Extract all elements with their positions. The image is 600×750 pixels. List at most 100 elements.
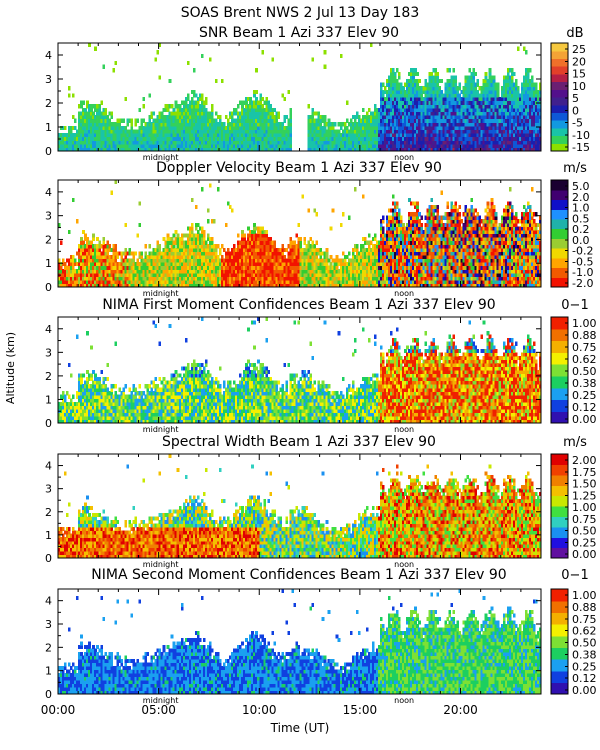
heatmap-cell <box>210 219 214 224</box>
heatmap-cell <box>418 79 421 84</box>
heatmap-cell <box>454 107 458 112</box>
heatmap-cell <box>462 140 466 145</box>
heatmap-cell <box>534 125 538 130</box>
heatmap-cell <box>208 272 212 277</box>
heatmap-cell <box>198 244 202 249</box>
heatmap-cell <box>315 276 319 281</box>
heatmap-cell <box>134 269 138 274</box>
heatmap-cell <box>462 143 466 148</box>
heatmap-cell <box>331 122 335 127</box>
heatmap-cell <box>359 122 363 127</box>
heatmap-cell <box>108 125 111 130</box>
heatmap-cell <box>196 233 200 238</box>
heatmap-cell <box>382 122 385 127</box>
heatmap-cell <box>476 129 480 134</box>
heatmap-cell <box>110 279 113 285</box>
heatmap-cell <box>225 254 228 260</box>
heatmap-cell <box>412 75 415 80</box>
heatmap-cell <box>257 279 260 285</box>
heatmap-cell <box>208 111 212 116</box>
heatmap-cell <box>406 129 409 134</box>
heatmap-cell <box>128 283 132 288</box>
heatmap-cell <box>382 115 385 120</box>
heatmap-cell <box>432 107 435 112</box>
heatmap-cell <box>424 111 427 116</box>
heatmap-cell <box>394 122 397 127</box>
colorbar-tick-label: 25 <box>572 43 586 56</box>
heatmap-cell <box>428 118 431 123</box>
heatmap-cell <box>319 118 323 123</box>
heatmap-cell <box>380 82 383 87</box>
heatmap-cell <box>80 283 83 288</box>
heatmap-cell <box>446 107 450 112</box>
heatmap-cell <box>118 272 121 277</box>
heatmap-cell <box>208 140 212 145</box>
heatmap-cell <box>470 111 474 116</box>
heatmap-cell <box>176 269 180 274</box>
heatmap-cell <box>470 93 474 98</box>
heatmap-cell <box>313 125 317 130</box>
heatmap-cell <box>60 140 63 145</box>
heatmap-cell <box>528 107 532 112</box>
heatmap-cell <box>152 247 156 252</box>
heatmap-cell <box>166 129 170 134</box>
heatmap-cell <box>434 68 437 73</box>
heatmap-cell <box>206 244 210 249</box>
heatmap-cell <box>184 122 188 127</box>
heatmap-cell <box>247 272 250 277</box>
heatmap-cell <box>456 143 460 148</box>
heatmap-cell <box>450 89 454 94</box>
heatmap-cell <box>386 133 389 138</box>
heatmap-cell <box>273 133 276 138</box>
heatmap-cell <box>172 140 176 145</box>
heatmap-cell <box>388 104 391 109</box>
heatmap-cell <box>337 143 341 148</box>
heatmap-cell <box>299 244 303 249</box>
heatmap-cell <box>150 122 154 127</box>
heatmap-cell <box>192 125 196 130</box>
heatmap-cell <box>88 115 91 120</box>
heatmap-cell <box>400 140 403 145</box>
heatmap-cell <box>190 229 194 235</box>
heatmap-cell <box>275 122 278 127</box>
heatmap-cell <box>221 262 224 267</box>
heatmap-cell <box>464 93 468 98</box>
heatmap-cell <box>70 125 73 130</box>
heatmap-cell <box>214 79 218 84</box>
heatmap-cell <box>394 93 397 98</box>
heatmap-cell <box>456 107 460 112</box>
heatmap-cell <box>462 93 466 98</box>
heatmap-cell <box>188 247 192 252</box>
heatmap-cell <box>162 118 166 123</box>
heatmap-cell <box>80 125 83 130</box>
heatmap-cell <box>202 265 206 270</box>
heatmap-cell <box>124 140 128 145</box>
heatmap-cell <box>365 143 369 148</box>
heatmap-cell <box>380 122 383 127</box>
heatmap-cell <box>132 279 136 285</box>
heatmap-cell <box>196 251 200 256</box>
heatmap-cell <box>265 104 268 109</box>
heatmap-cell <box>398 86 401 91</box>
heatmap-cell <box>259 111 262 116</box>
heatmap-cell <box>259 251 262 256</box>
heatmap-cell <box>184 115 188 120</box>
heatmap-cell <box>422 89 425 94</box>
heatmap-cell <box>436 97 439 102</box>
heatmap-cell <box>522 125 526 130</box>
heatmap-cell <box>146 140 150 145</box>
heatmap-cell <box>388 111 391 116</box>
heatmap-cell <box>293 258 297 263</box>
heatmap-cell <box>216 258 220 263</box>
heatmap-cell <box>219 262 222 267</box>
heatmap-cell <box>108 122 111 127</box>
heatmap-cell <box>156 115 160 120</box>
heatmap-cell <box>470 147 474 152</box>
heatmap-cell <box>530 115 534 120</box>
heatmap-cell <box>307 279 311 285</box>
heatmap-cell <box>130 265 134 270</box>
heatmap-cell <box>136 233 140 238</box>
heatmap-cell <box>80 143 83 148</box>
heatmap-cell <box>106 269 109 274</box>
heatmap-cell <box>144 254 148 260</box>
